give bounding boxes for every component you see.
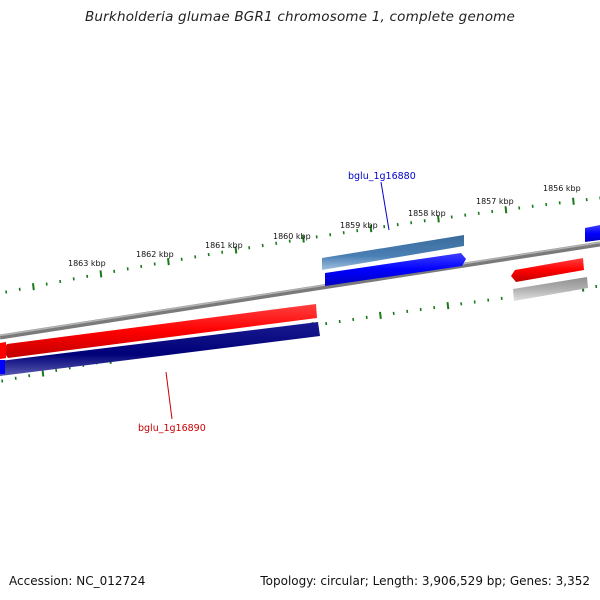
cds-reverse-bglu-1g16890[interactable] bbox=[3, 304, 317, 358]
genome-backbone bbox=[0, 241, 600, 340]
tick-label: 1861 kbp bbox=[205, 241, 243, 250]
leader-bglu-1g16880 bbox=[380, 181, 390, 231]
tick-label: 1856 kbp bbox=[543, 184, 581, 193]
cds-forward-right-edge[interactable] bbox=[585, 225, 600, 242]
tick-label: 1863 kbp bbox=[68, 259, 106, 268]
gene-forward-bglu-1g16880[interactable] bbox=[322, 235, 464, 270]
tick-label: 1862 kbp bbox=[136, 250, 174, 259]
tick-label: 1857 kbp bbox=[476, 197, 514, 206]
gene-label-bglu-1g16880[interactable]: bglu_1g16880 bbox=[348, 171, 416, 182]
gene-reverse-left-edge[interactable] bbox=[0, 360, 5, 374]
major-tick bbox=[504, 206, 508, 214]
tick-label: 1860 kbp bbox=[273, 232, 311, 241]
accession-label: Accession: NC_012724 bbox=[9, 574, 146, 588]
leader-bglu-1g16890 bbox=[165, 371, 173, 420]
major-tick bbox=[379, 311, 382, 319]
major-tick bbox=[234, 246, 238, 254]
tick-label: 1858 kbp bbox=[408, 209, 446, 218]
topology-label: Topology: circular; Length: 3,906,529 bp… bbox=[260, 574, 590, 588]
major-tick bbox=[32, 283, 35, 291]
gene-reverse-bglu-1g16890[interactable] bbox=[0, 322, 320, 376]
gene-label-bglu-1g16890[interactable]: bglu_1g16890 bbox=[138, 423, 206, 434]
genome-backbone-highlight bbox=[0, 241, 600, 337]
major-tick bbox=[437, 215, 440, 223]
major-tick bbox=[99, 270, 103, 278]
cds-reverse-left-edge[interactable] bbox=[0, 342, 6, 359]
cds-forward-bglu-1g16880[interactable] bbox=[325, 253, 466, 286]
ruler-ticks-upper bbox=[5, 196, 600, 294]
major-tick bbox=[369, 225, 373, 233]
major-tick bbox=[41, 369, 45, 377]
major-tick bbox=[446, 302, 450, 310]
major-tick bbox=[302, 235, 305, 243]
map-title: Burkholderia glumae BGR1 chromosome 1, c… bbox=[84, 9, 516, 25]
gene-pseudo-right[interactable] bbox=[513, 277, 588, 301]
tick-label: 1859 kbp bbox=[340, 221, 378, 230]
major-tick bbox=[167, 257, 170, 266]
cds-reverse-right[interactable] bbox=[511, 258, 584, 282]
major-tick bbox=[572, 197, 575, 205]
